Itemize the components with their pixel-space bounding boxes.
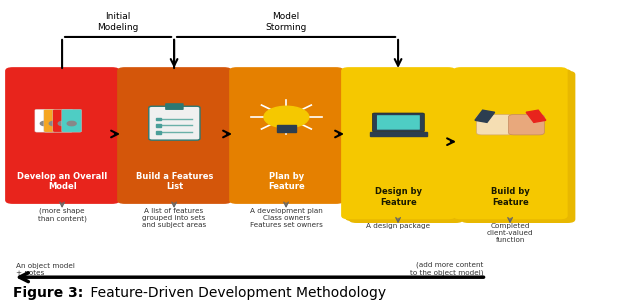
Circle shape: [67, 121, 76, 126]
Bar: [475, 110, 495, 122]
FancyBboxPatch shape: [62, 109, 82, 132]
FancyBboxPatch shape: [457, 69, 572, 221]
Circle shape: [264, 106, 308, 128]
Text: Design by
Feature: Design by Feature: [375, 188, 422, 207]
FancyBboxPatch shape: [509, 115, 545, 135]
Text: Develop an Overall
Model: Develop an Overall Model: [17, 172, 108, 191]
FancyBboxPatch shape: [35, 109, 55, 132]
Text: Build by
Feature: Build by Feature: [491, 188, 530, 207]
Text: Feature-Driven Development Methodology: Feature-Driven Development Methodology: [86, 286, 387, 300]
Text: Initial
Modeling: Initial Modeling: [97, 12, 139, 32]
Text: Model
Storming: Model Storming: [266, 12, 307, 32]
Text: Plan by
Feature: Plan by Feature: [268, 172, 305, 191]
Text: Figure 3:: Figure 3:: [13, 286, 83, 300]
Text: An object model
+ notes: An object model + notes: [16, 263, 75, 276]
FancyBboxPatch shape: [453, 67, 568, 219]
Bar: [156, 124, 161, 127]
FancyBboxPatch shape: [5, 67, 120, 204]
FancyBboxPatch shape: [53, 109, 73, 132]
FancyBboxPatch shape: [345, 69, 460, 221]
FancyBboxPatch shape: [349, 71, 463, 223]
FancyBboxPatch shape: [44, 109, 63, 132]
Bar: [370, 132, 428, 136]
Bar: [156, 118, 161, 120]
Circle shape: [40, 121, 49, 126]
FancyBboxPatch shape: [372, 113, 424, 132]
Text: (more shape
than content): (more shape than content): [38, 208, 86, 222]
Text: A design package: A design package: [366, 223, 430, 229]
FancyBboxPatch shape: [377, 115, 420, 130]
Text: A list of features
grouped into sets
and subject areas: A list of features grouped into sets and…: [142, 208, 206, 228]
Text: (add more content
to the object model): (add more content to the object model): [410, 262, 483, 276]
Bar: [277, 125, 296, 132]
FancyBboxPatch shape: [229, 67, 344, 204]
Circle shape: [58, 121, 67, 126]
FancyBboxPatch shape: [341, 67, 456, 219]
FancyBboxPatch shape: [149, 106, 200, 140]
Text: Completed
client-valued
function: Completed client-valued function: [487, 223, 533, 243]
Text: A development plan
Class owners
Features set owners: A development plan Class owners Features…: [250, 208, 323, 228]
FancyBboxPatch shape: [117, 67, 232, 204]
FancyBboxPatch shape: [165, 103, 184, 110]
Bar: [526, 110, 546, 122]
Bar: [156, 131, 161, 134]
FancyBboxPatch shape: [476, 115, 512, 135]
Circle shape: [49, 121, 58, 126]
Text: Build a Features
List: Build a Features List: [136, 172, 213, 191]
FancyBboxPatch shape: [461, 71, 575, 223]
